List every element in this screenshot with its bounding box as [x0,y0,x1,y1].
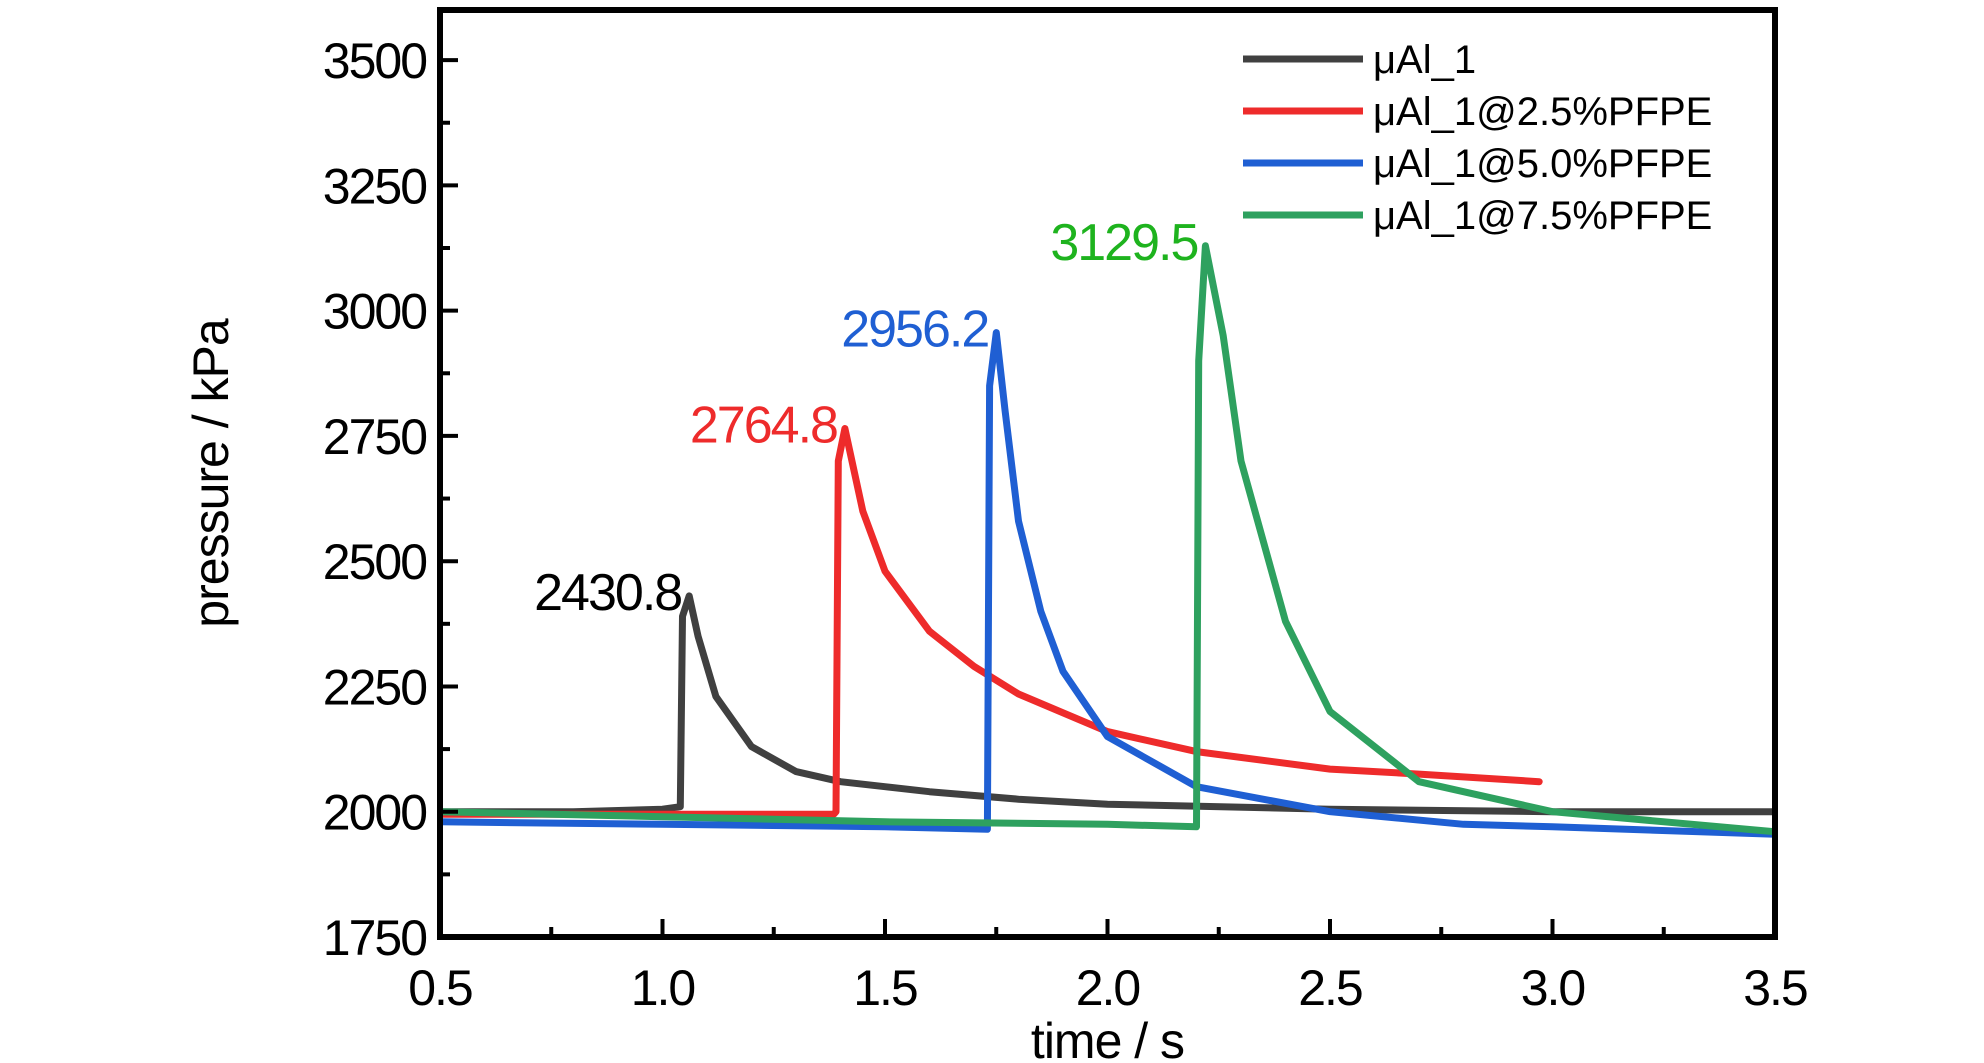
series-line-3 [440,242,1775,836]
legend-label-3: μAl_1@7.5%PFPE [1373,194,1712,238]
x-tick-label: 1.5 [853,960,917,1016]
legend-label-0: μAl_1 [1373,38,1476,82]
y-tick-label: 2000 [323,785,426,841]
x-tick-label: 3.5 [1743,960,1807,1016]
tick-layer: 0.5 1.0 1.5 2.0 2.5 3.0 3.5 1750 2000 2250 2500 275… [323,33,1809,1016]
legend-label-2: μAl_1@5.0%PFPE [1373,142,1712,186]
y-tick-label: 2500 [323,534,426,590]
y-tick-label: 1750 [323,910,426,966]
peak-annotation-3: 3129.5 [1050,214,1197,272]
series-line-1 [440,425,1543,818]
peak-annotation-0: 2430.8 [534,564,681,622]
x-tick-label: 0.5 [408,960,472,1016]
x-tick-label: 2.5 [1298,960,1362,1016]
series-line-0 [440,592,1775,816]
peak-annotation-1: 2764.8 [690,397,837,455]
y-tick-label: 3500 [323,33,426,89]
y-tick-label: 3000 [323,284,426,340]
x-axis-label: time / s [1031,1013,1184,1063]
legend: μAl_1 μAl_1@2.5%PFPE μAl_1@5.0%PFPE μAl_1@7… [1243,38,1712,238]
y-axis-label: pressure / kPa [183,318,239,628]
y-tick-label: 2250 [323,659,426,715]
series-line-2 [440,329,1775,838]
y-tick-label: 3250 [323,158,426,214]
series-layer [440,242,1775,838]
x-tick-label: 1.0 [631,960,695,1016]
peak-annotation-2: 2956.2 [841,301,988,359]
y-tick-label: 2750 [323,409,426,465]
legend-label-1: μAl_1@2.5%PFPE [1373,90,1712,134]
x-tick-label: 3.0 [1521,960,1585,1016]
x-tick-label: 2.0 [1076,960,1140,1016]
